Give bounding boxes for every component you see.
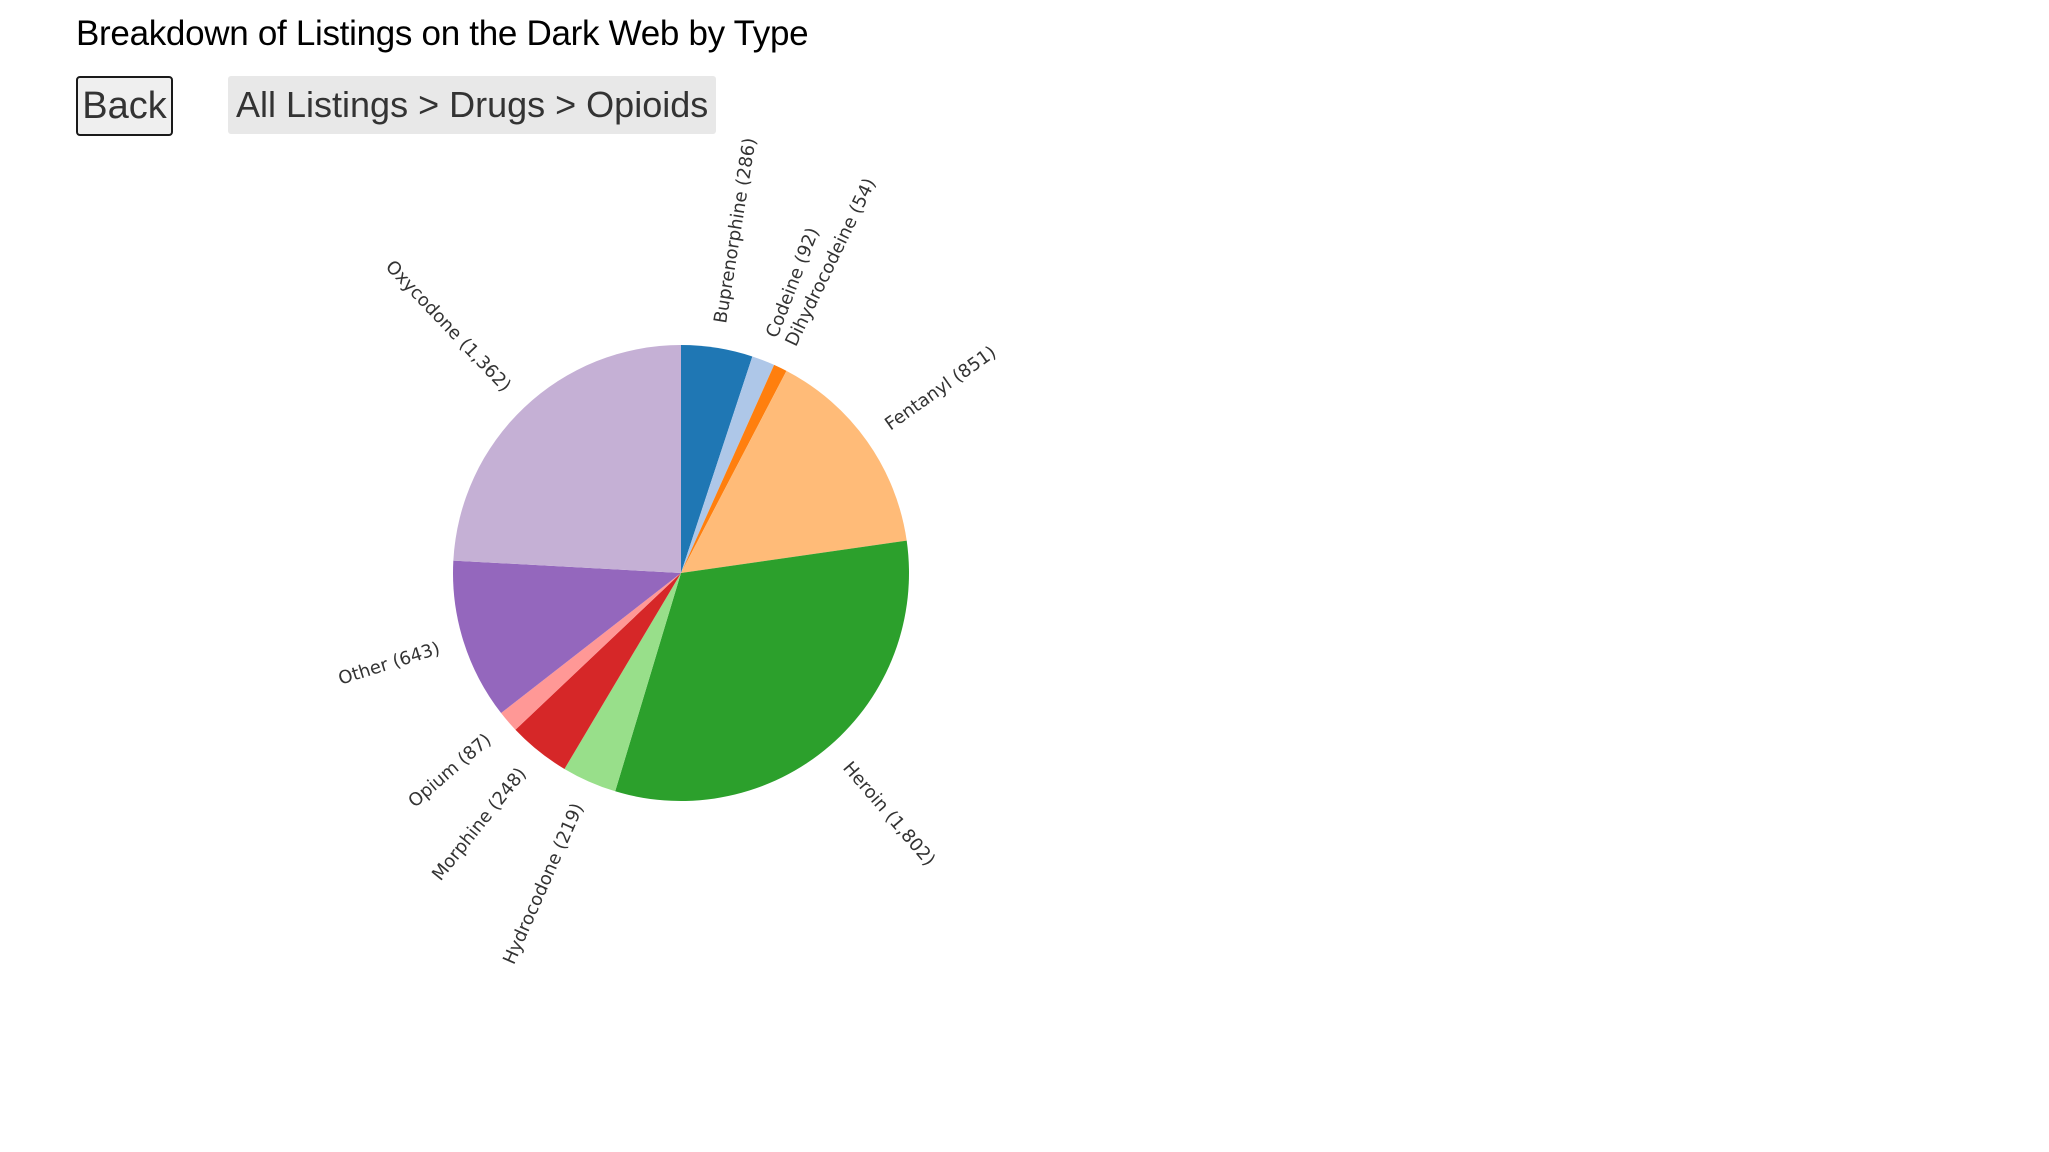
breadcrumb-item-all-listings[interactable]: All Listings [236, 84, 409, 125]
pie-slice-hydrocodone[interactable] [564, 573, 681, 792]
pie-label-other: Other (643) [336, 638, 443, 689]
pie-slice-opium[interactable] [501, 573, 681, 730]
pie-slice-morphine[interactable] [515, 573, 681, 769]
breadcrumb: All Listings > Drugs > Opioids [228, 76, 717, 134]
breadcrumb-item-opioids: Opioids [586, 84, 709, 125]
pie-label-heroin: Heroin (1,802) [838, 758, 939, 871]
pie-slice-fentanyl[interactable] [681, 370, 907, 573]
breadcrumb-item-drugs[interactable]: Drugs [449, 84, 546, 125]
page-title: Breakdown of Listings on the Dark Web by… [76, 14, 809, 53]
pie-label-hydrocodone: Hydrocodone (219) [499, 800, 588, 967]
breadcrumb-separator: > [555, 84, 577, 125]
pie-slice-codeine[interactable] [681, 356, 775, 573]
back-button[interactable]: Back [76, 76, 173, 136]
pie-slice-heroin[interactable] [615, 540, 910, 802]
pie-slice-dihydrocodeine[interactable] [681, 364, 787, 573]
pie-label-buprenorphine: Buprenorphine (286) [710, 136, 760, 324]
breadcrumb-separator: > [418, 84, 440, 125]
pie-label-opium: Opium (87) [404, 730, 495, 813]
pie-slices [453, 345, 910, 802]
pie-slice-other[interactable] [453, 560, 681, 714]
pie-slice-oxycodone[interactable] [453, 345, 681, 573]
pie-slice-buprenorphine[interactable] [681, 345, 753, 573]
pie-label-fentanyl: Fentanyl (851) [881, 342, 1000, 435]
pie-label-oxycodone: Oxycodone (1,362) [381, 256, 515, 396]
